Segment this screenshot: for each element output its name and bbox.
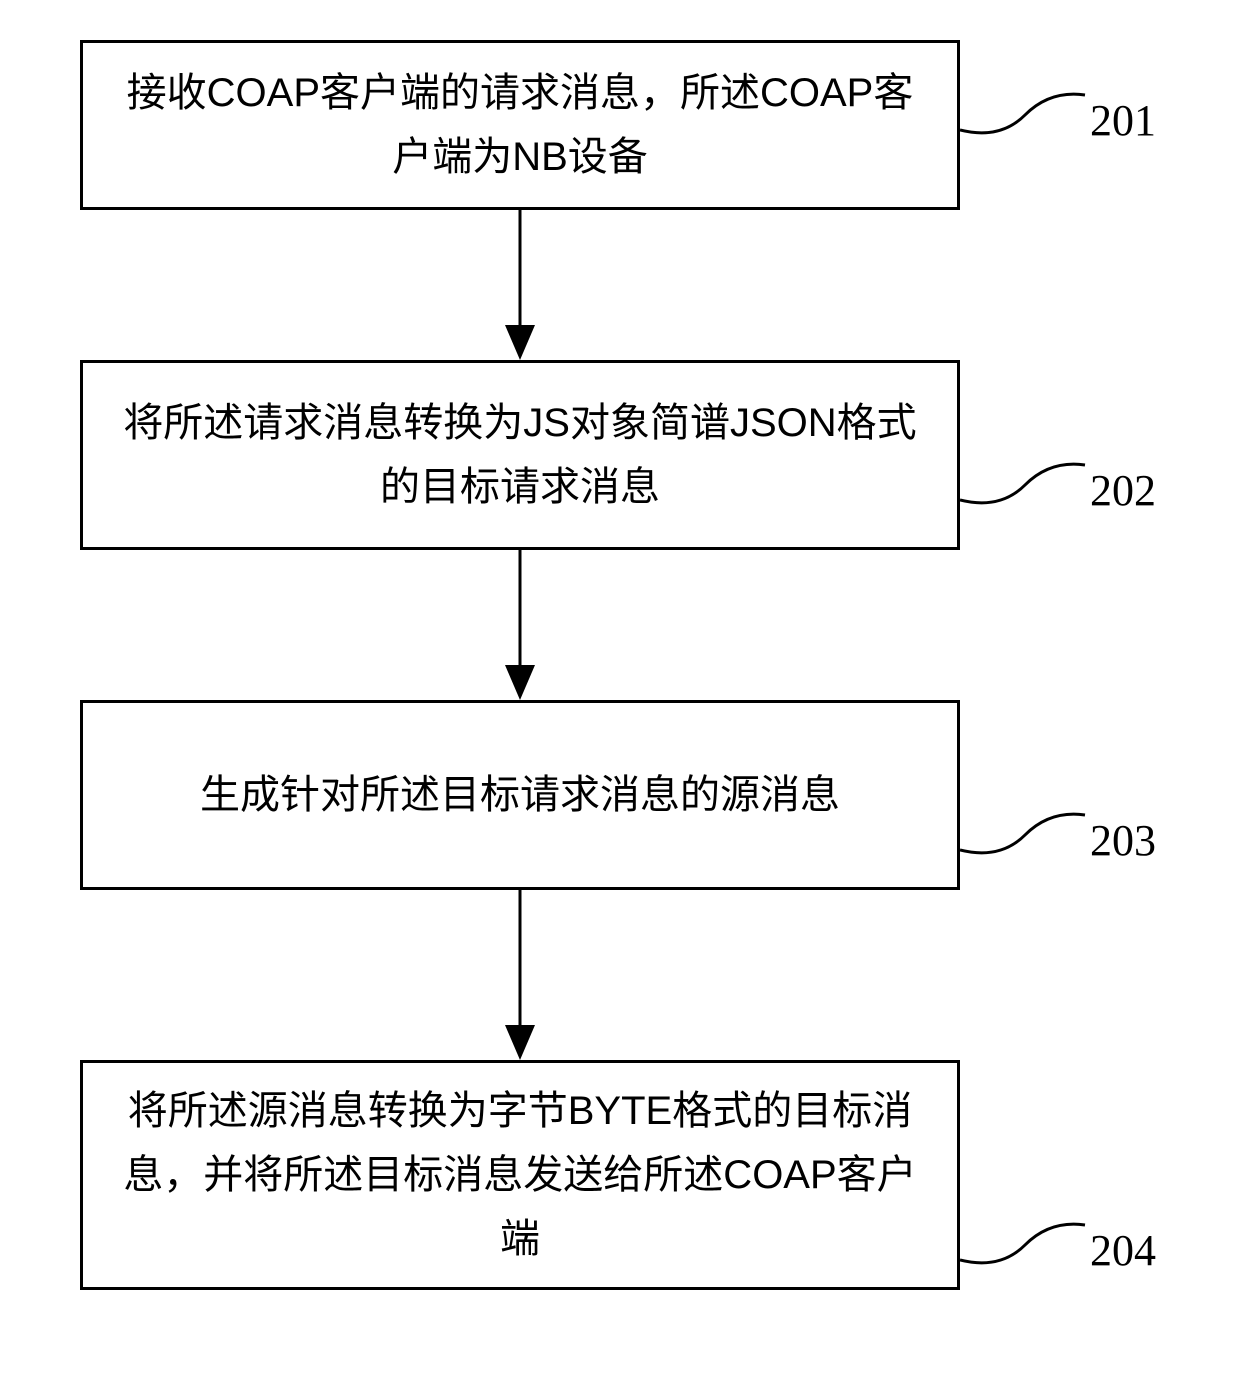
connector-svg xyxy=(960,790,1090,890)
connector-svg xyxy=(960,440,1090,540)
step-text: 将所述源消息转换为字节BYTE格式的目标消息，并将所述目标消息发送给所述COAP… xyxy=(113,1079,927,1271)
step-label: 201 xyxy=(1090,95,1156,146)
arrow-3 xyxy=(80,890,960,1060)
step-text: 将所述请求消息转换为JS对象简谱JSON格式的目标请求消息 xyxy=(113,391,927,519)
step-box-204: 将所述源消息转换为字节BYTE格式的目标消息，并将所述目标消息发送给所述COAP… xyxy=(80,1060,960,1290)
label-container-204: 204 xyxy=(960,1200,1160,1300)
arrow-2 xyxy=(80,550,960,700)
step-text: 接收COAP客户端的请求消息，所述COAP客户端为NB设备 xyxy=(113,61,927,189)
arrow-svg xyxy=(490,890,550,1060)
label-container-201: 201 xyxy=(960,70,1160,170)
arrow-1 xyxy=(80,210,960,360)
label-container-203: 203 xyxy=(960,790,1160,890)
step-box-201: 接收COAP客户端的请求消息，所述COAP客户端为NB设备 xyxy=(80,40,960,210)
step-label: 202 xyxy=(1090,465,1156,516)
connector-svg xyxy=(960,1200,1090,1300)
step-label: 203 xyxy=(1090,815,1156,866)
step-label: 204 xyxy=(1090,1225,1156,1276)
step-text: 生成针对所述目标请求消息的源消息 xyxy=(200,763,840,827)
label-container-202: 202 xyxy=(960,440,1160,540)
step-box-202: 将所述请求消息转换为JS对象简谱JSON格式的目标请求消息 xyxy=(80,360,960,550)
arrow-svg xyxy=(490,550,550,700)
step-box-203: 生成针对所述目标请求消息的源消息 xyxy=(80,700,960,890)
connector-svg xyxy=(960,70,1090,170)
arrow-svg xyxy=(490,210,550,360)
